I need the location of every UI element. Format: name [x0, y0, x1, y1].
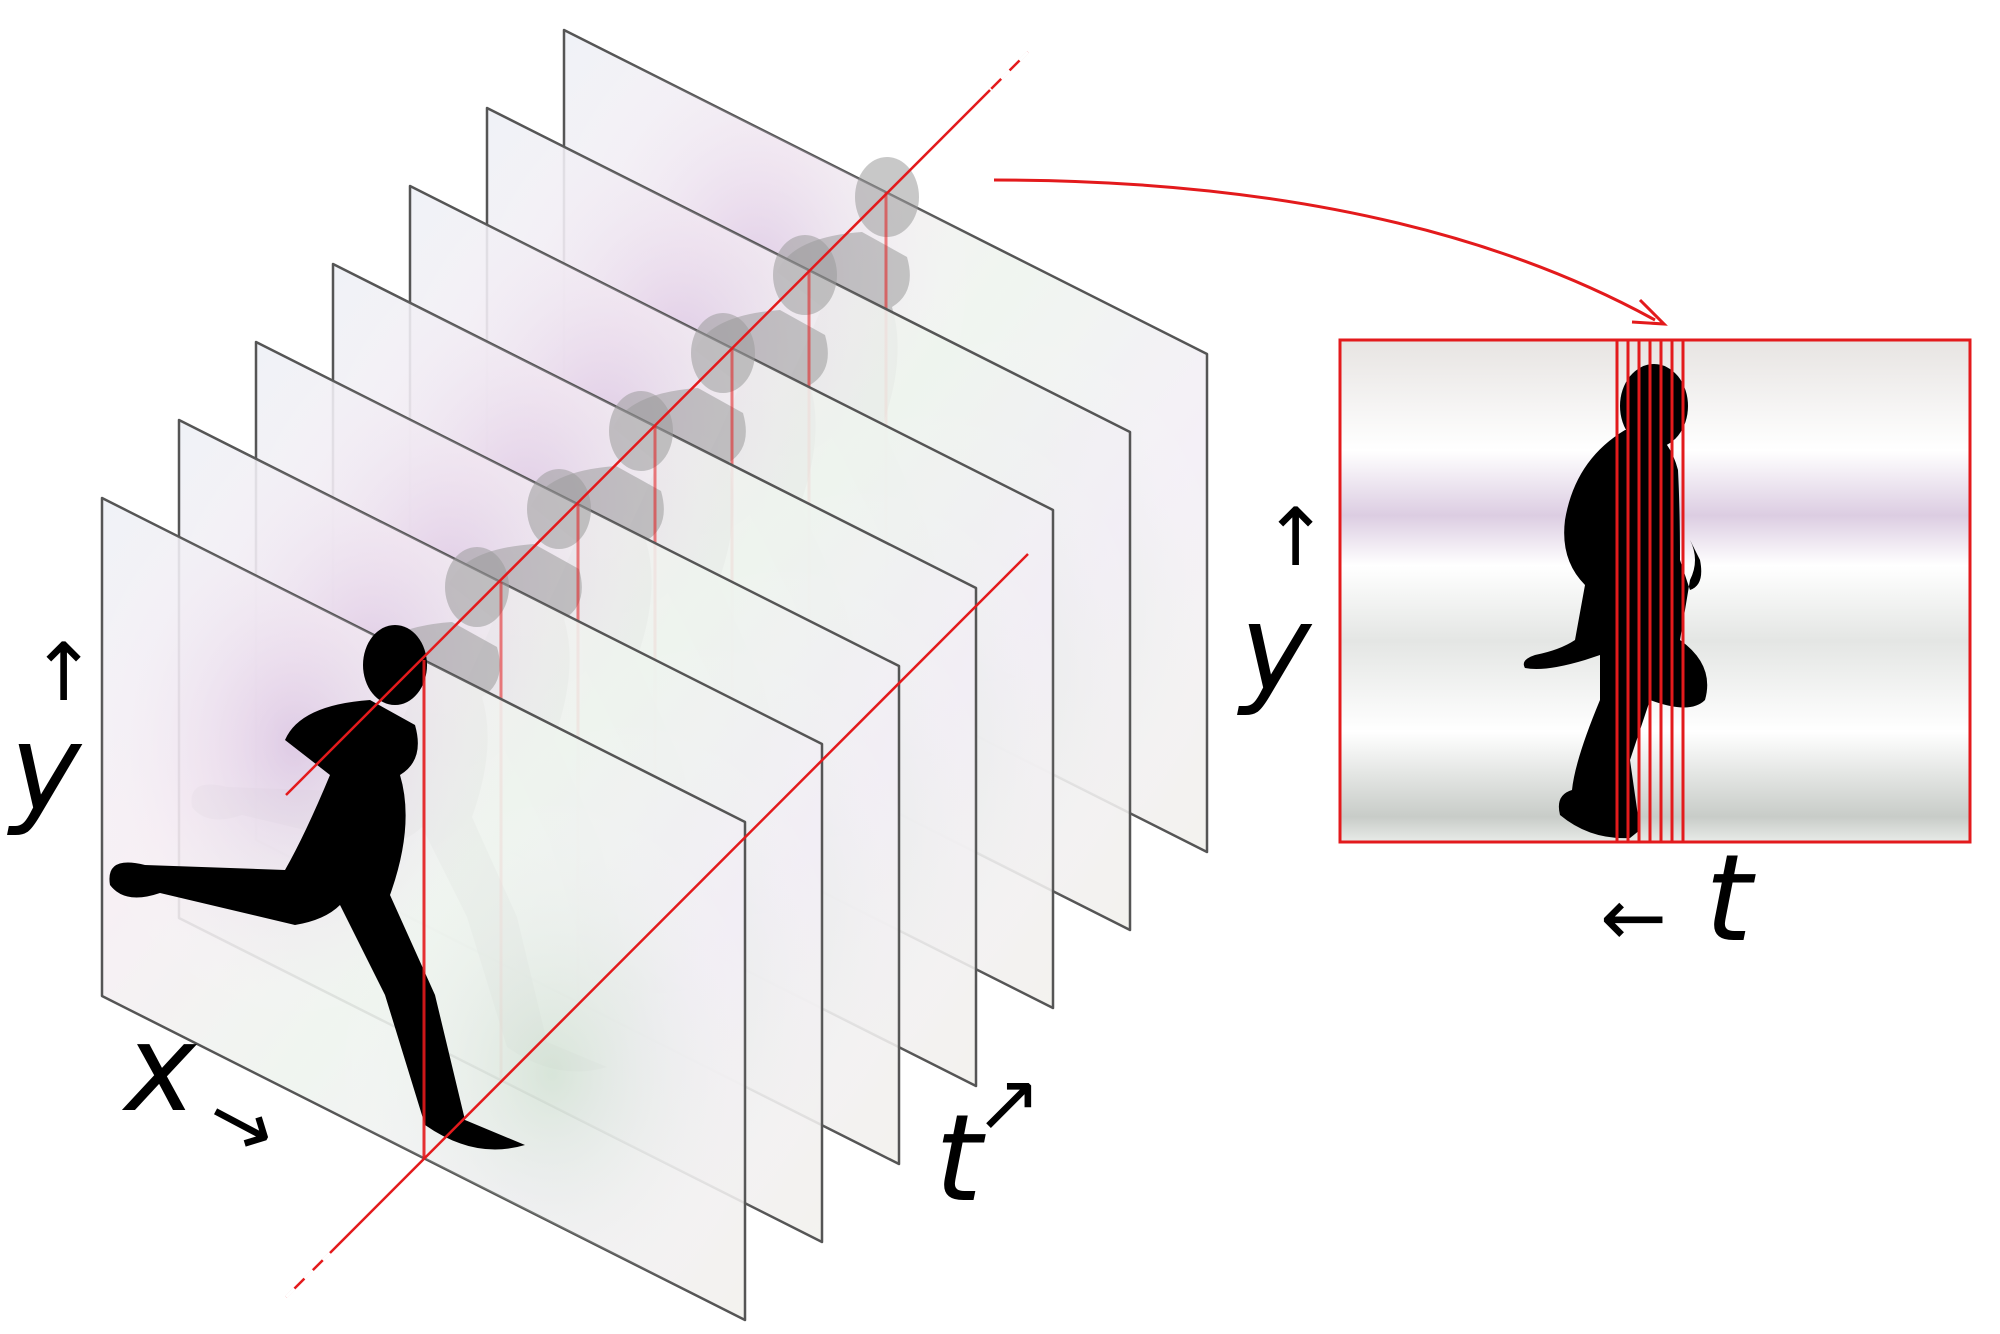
slice-time-lines [1615, 340, 1685, 842]
slice-plane-lines [284, 50, 1030, 1299]
extraction-arrow [993, 178, 1668, 326]
right-y-label: y [1237, 580, 1313, 719]
slice-t-label: t [1705, 830, 1756, 969]
axis-labels: ↑ y x → t ↗ ↑ y ← t [7, 491, 1756, 1229]
extraction-arrow-head [1631, 298, 1668, 326]
video-frame-stack [100, 28, 1209, 1322]
right-y-arrow: ↑ [1262, 491, 1329, 584]
slice-line-bottom [285, 553, 1029, 1298]
extraction-arrow-curve [993, 178, 1656, 322]
t-arrow: ↗ [975, 1056, 1042, 1149]
extracted-slice-panel [1338, 338, 1972, 844]
x-label: x [121, 1000, 198, 1139]
slice-line-top [285, 51, 1029, 796]
video-frame [100, 496, 747, 1322]
left-y-label: y [7, 700, 83, 839]
left-y-arrow: ↑ [30, 626, 97, 719]
t-label: t [935, 1090, 986, 1229]
slice-line-bottom-dash [284, 1251, 332, 1299]
runner-silhouette [109, 625, 525, 1150]
slice-line-top-dash [988, 50, 1030, 92]
slice-t-arrow: ← [1600, 871, 1667, 964]
